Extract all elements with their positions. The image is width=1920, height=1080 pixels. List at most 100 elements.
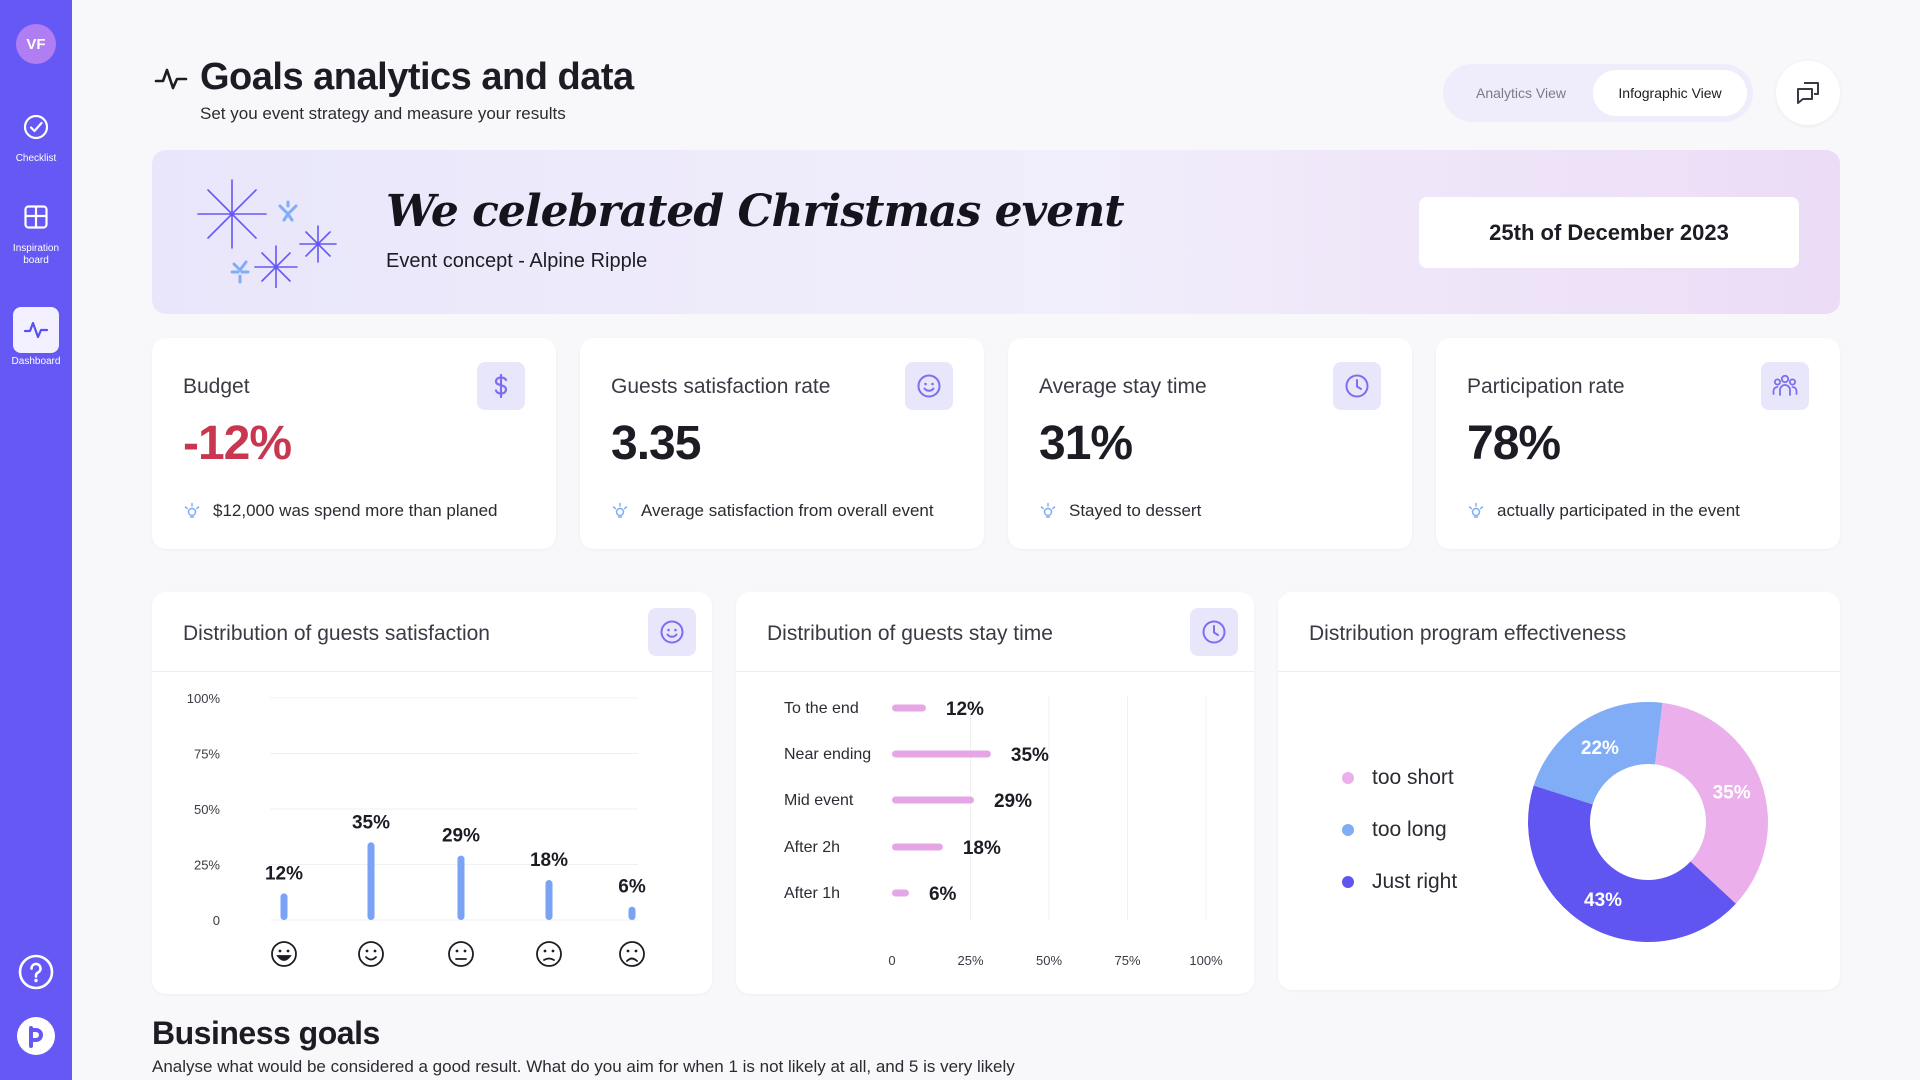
sidebar-item-dashboard[interactable]: Dashboard [0, 307, 72, 368]
people-icon [1761, 362, 1809, 410]
bar [280, 893, 288, 920]
program-effectiveness-card: Distribution program effectiveness too s… [1278, 592, 1840, 990]
smile-icon [648, 608, 696, 656]
legend-item: too short [1342, 752, 1457, 804]
event-date: 25th of December 2023 [1419, 197, 1799, 268]
bar-value-label: 6% [618, 877, 646, 898]
y-tick-label: 50% [194, 802, 220, 817]
divider [152, 671, 712, 672]
budget-card: Budget -12% $12,000 was spend more than … [152, 338, 556, 549]
slightly-sad-face-icon [536, 941, 562, 967]
smile-icon [905, 362, 953, 410]
program-donut-chart: 35% 43% 22% [1528, 702, 1768, 942]
bar [457, 855, 465, 920]
x-tick-label: 0 [888, 953, 895, 968]
dollar-icon [477, 362, 525, 410]
stat-value: 31% [1039, 417, 1133, 470]
analytics-view-button[interactable]: Analytics View [1476, 85, 1567, 101]
y-tick-label: 100% [187, 691, 221, 706]
pie-slice [1528, 785, 1736, 942]
smiling-face-icon [358, 941, 384, 967]
lightbulb-icon [612, 502, 628, 518]
stat-note: Average satisfaction from overall event [611, 501, 934, 521]
x-tick-label: 100% [1189, 953, 1223, 968]
category-label: After 1h [784, 885, 840, 902]
very-happy-face-icon [271, 941, 297, 967]
bar-value-label: 35% [352, 812, 390, 833]
slice-label: 22% [1581, 738, 1619, 759]
participation-card: Participation rate 78% actually particip… [1436, 338, 1840, 549]
help-icon [18, 954, 54, 990]
stay-time-bar-chart: 0 25% 50% 75% 100% To the end 12% Near ending 35… [784, 696, 1223, 968]
legend-dot [1342, 772, 1354, 784]
satisfaction-card: Guests satisfaction rate 3.35 Average sa… [580, 338, 984, 549]
category-label: Near ending [784, 746, 871, 763]
bar-value-label: 6% [929, 884, 957, 905]
legend-label: too short [1372, 766, 1454, 789]
pie-slice [1533, 702, 1663, 805]
chart-title: Distribution of guests satisfaction [183, 622, 490, 645]
bar-value-label: 18% [963, 838, 1001, 859]
y-tick-label: 75% [194, 747, 220, 762]
stat-note-text: actually participated in the event [1497, 501, 1740, 520]
legend-dot [1342, 824, 1354, 836]
stat-note-text: Stayed to dessert [1069, 501, 1202, 520]
stat-value: 3.35 [611, 417, 701, 470]
bar-value-label: 29% [994, 791, 1032, 812]
legend-label: Just right [1372, 870, 1458, 893]
satisfaction-distribution-card: Distribution of guests satisfaction 0 25%… [152, 592, 712, 994]
sidebar-item-inspiration-board[interactable]: Inspiration board [0, 194, 72, 267]
bar-value-label: 35% [1011, 745, 1049, 766]
chart-title: Distribution of guests stay time [767, 622, 1053, 645]
bar [367, 842, 375, 920]
bar-value-label: 12% [265, 863, 303, 884]
business-goals-subtitle: Analyse what would be considered a good … [152, 1057, 1015, 1076]
bar [892, 889, 909, 897]
legend-dot [1342, 876, 1354, 888]
bar [892, 704, 926, 712]
stat-note: Stayed to dessert [1039, 501, 1201, 521]
sad-face-icon [619, 941, 645, 967]
category-label: To the end [784, 700, 859, 717]
slice-label: 35% [1713, 782, 1751, 803]
y-tick-label: 0 [213, 913, 220, 928]
bar [892, 796, 974, 804]
legend-item: Just right [1342, 856, 1457, 908]
business-goals-title: Business goals [152, 1015, 380, 1051]
bar-value-label: 18% [530, 850, 568, 871]
sidebar: VF Checklist Inspiration board Dashboard [0, 0, 72, 1080]
help-button[interactable] [0, 953, 72, 991]
avatar[interactable]: VF [16, 24, 56, 64]
chart-legend: too short too long Just right [1342, 752, 1457, 908]
bar [892, 750, 991, 758]
bar [628, 906, 636, 920]
bar-value-label: 12% [946, 699, 984, 720]
chart-title: Distribution program effectiveness [1309, 622, 1627, 645]
y-tick-label: 25% [194, 858, 220, 873]
clock-icon [1190, 608, 1238, 656]
stat-note: actually participated in the event [1467, 501, 1740, 521]
comments-button[interactable] [1776, 61, 1840, 125]
stat-note: $12,000 was spend more than planed [183, 501, 497, 521]
board-layout-icon [13, 194, 59, 240]
stay-time-card: Average stay time 31% Stayed to dessert [1008, 338, 1412, 549]
infographic-view-button[interactable]: Infographic View [1593, 70, 1747, 116]
bar-value-label: 29% [442, 826, 480, 847]
page-title: Goals analytics and data [200, 56, 634, 98]
sparkles-illustration [197, 179, 337, 288]
x-tick-label: 25% [957, 953, 983, 968]
activity-pulse-icon [13, 307, 59, 353]
stay-time-distribution-card: Distribution of guests stay time 0 25% 50%… [736, 592, 1254, 994]
legend-label: too long [1372, 818, 1447, 841]
category-label: After 2h [784, 839, 840, 856]
sidebar-item-checklist[interactable]: Checklist [0, 104, 72, 165]
divider [1278, 671, 1840, 672]
stat-title: Participation rate [1467, 375, 1625, 398]
stat-note-text: $12,000 was spend more than planed [213, 501, 498, 520]
stat-title: Average stay time [1039, 375, 1207, 398]
activity-pulse-icon [154, 68, 188, 90]
stat-title: Guests satisfaction rate [611, 375, 831, 398]
stat-title: Budget [183, 375, 250, 398]
view-toggle: Analytics View Infographic View [1443, 64, 1753, 122]
comments-icon [1797, 82, 1819, 104]
